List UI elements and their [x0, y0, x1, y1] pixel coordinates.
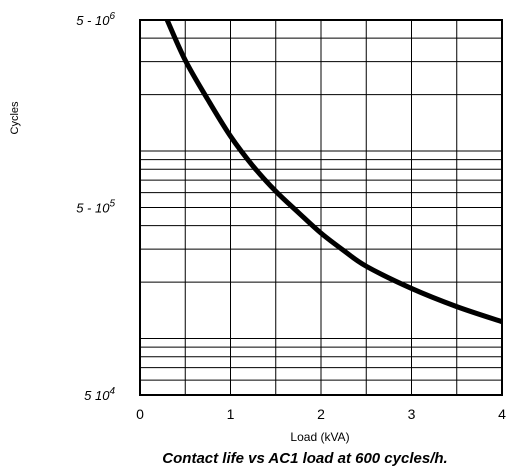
chart-title: Contact life vs AC1 load at 600 cycles/h…	[162, 450, 447, 467]
x-axis-label: Load (kVA)	[290, 430, 349, 444]
y-tick-label: 5 - 105	[76, 199, 115, 216]
series	[164, 18, 503, 325]
y-tick-labels: 5 - 106 5 - 105 5 104	[76, 11, 115, 403]
x-tick-label: 2	[317, 406, 325, 422]
grid	[140, 20, 502, 395]
x-tick-label: 1	[227, 406, 235, 422]
y-tick-label: 5 - 106	[76, 11, 115, 28]
x-tick-labels: 0 1 2 3 4	[136, 406, 506, 422]
y-axis-label: Cycles	[9, 101, 21, 135]
series-line	[164, 18, 503, 325]
y-tick-label: 5 104	[84, 386, 115, 403]
x-tick-label: 4	[498, 406, 506, 422]
x-tick-label: 0	[136, 406, 144, 422]
x-tick-label: 3	[408, 406, 416, 422]
plot-frame	[139, 19, 503, 396]
